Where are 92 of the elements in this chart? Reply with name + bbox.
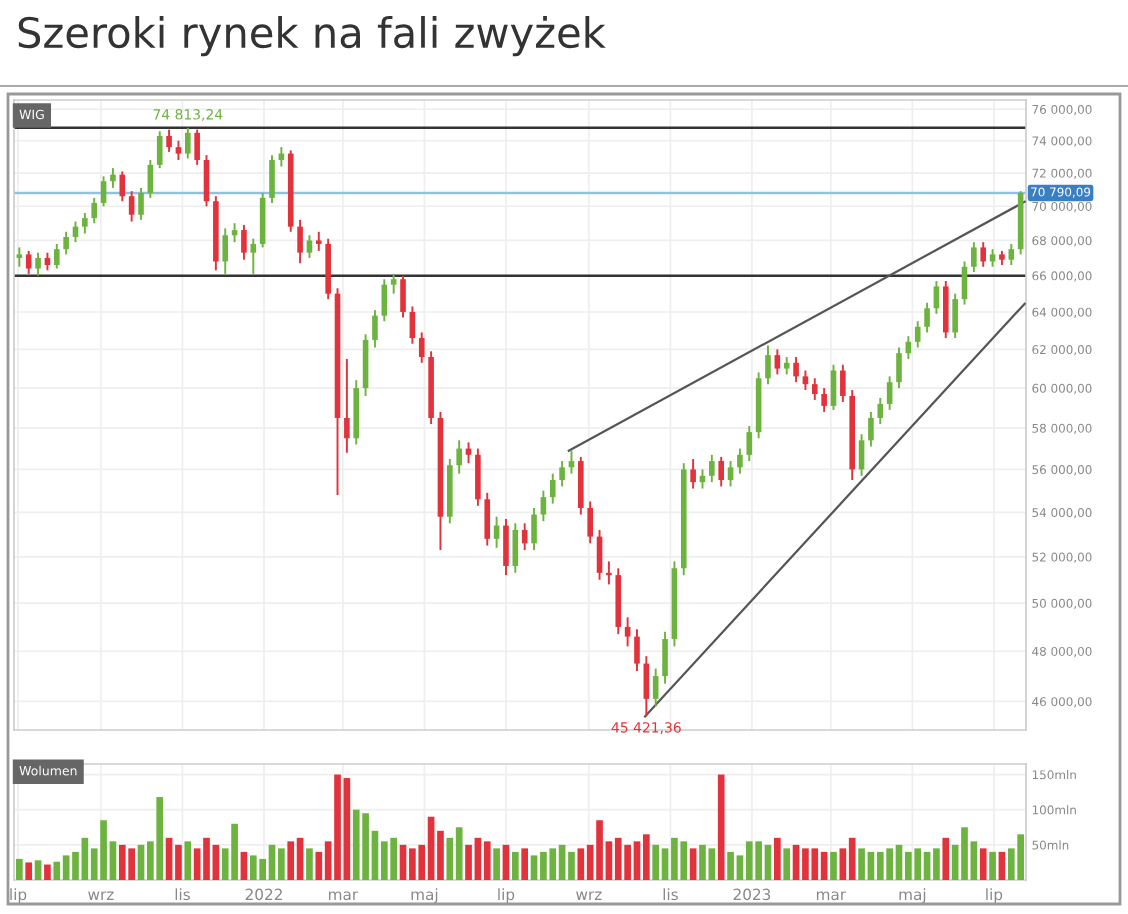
bar xyxy=(511,851,519,880)
candlestick xyxy=(35,251,41,277)
candlestick xyxy=(344,357,350,454)
bar xyxy=(689,848,697,880)
candlestick xyxy=(91,196,98,225)
candlestick xyxy=(578,455,584,516)
bar xyxy=(652,844,660,880)
candlestick xyxy=(184,126,191,160)
candlestick xyxy=(372,309,378,349)
candlestick xyxy=(1008,242,1015,266)
candlestick xyxy=(634,628,640,673)
candlestick xyxy=(606,560,612,586)
bar xyxy=(830,851,837,880)
candlestick xyxy=(587,500,593,545)
candlestick xyxy=(942,280,949,340)
candlestick xyxy=(128,190,135,223)
candlestick xyxy=(886,375,893,411)
candlestick xyxy=(269,154,275,204)
candlestick xyxy=(175,139,182,161)
candlestick xyxy=(503,517,509,577)
candlestick xyxy=(877,396,884,425)
candlestick xyxy=(297,218,303,265)
bar xyxy=(942,837,950,880)
candlestick xyxy=(222,227,229,275)
bar xyxy=(774,837,781,880)
bar xyxy=(979,848,987,880)
candlestick xyxy=(16,246,23,268)
candlestick xyxy=(765,344,771,386)
candlestick xyxy=(811,377,818,401)
candlestick xyxy=(774,348,781,376)
candlestick xyxy=(25,249,32,275)
bar xyxy=(483,841,491,880)
chart-title: Szeroki rynek na fali zwyżek xyxy=(18,16,606,57)
candlestick xyxy=(980,241,987,268)
bar xyxy=(521,848,529,880)
candlestick xyxy=(110,167,116,189)
candlestick xyxy=(652,667,659,708)
candlestick xyxy=(82,212,88,235)
bar xyxy=(34,860,42,880)
candlestick xyxy=(540,489,547,523)
candlestick xyxy=(821,387,827,413)
candlestick xyxy=(737,447,743,475)
bar xyxy=(848,837,856,880)
candlestick xyxy=(400,274,406,319)
candlestick xyxy=(709,453,715,484)
candlestick xyxy=(306,234,313,259)
candlestick xyxy=(718,455,724,488)
candlestick xyxy=(559,460,565,488)
bar xyxy=(717,774,725,880)
candlestick xyxy=(119,170,126,203)
candlestick xyxy=(896,346,902,390)
bar xyxy=(642,834,650,880)
candlestick xyxy=(914,320,921,349)
candlestick xyxy=(746,425,753,463)
candlestick xyxy=(484,491,491,547)
candlestick xyxy=(456,439,462,475)
bar xyxy=(287,841,295,880)
bar xyxy=(16,858,23,880)
candlestick xyxy=(802,369,809,392)
bar xyxy=(306,848,313,880)
candlestick xyxy=(156,130,163,170)
candlestick xyxy=(250,237,257,275)
candlestick xyxy=(924,301,930,334)
candlestick xyxy=(475,447,481,507)
candlestick xyxy=(793,356,799,384)
candlestick xyxy=(166,128,172,153)
candlestick xyxy=(549,472,556,505)
bar xyxy=(989,851,996,880)
candlestick xyxy=(971,241,977,274)
candlestick xyxy=(727,460,734,488)
candlestick xyxy=(662,630,668,685)
candlestick xyxy=(390,272,397,295)
candlestick xyxy=(53,242,60,270)
bar xyxy=(25,862,33,880)
bar xyxy=(783,848,791,880)
candlestick xyxy=(624,616,631,648)
bar xyxy=(44,864,51,880)
bar xyxy=(53,861,61,880)
candlestick xyxy=(840,363,846,403)
candlestick xyxy=(100,175,107,208)
candlestick xyxy=(418,331,425,364)
candlestick xyxy=(690,458,696,490)
candlestick xyxy=(316,230,322,252)
candlestick xyxy=(868,410,874,448)
candlestick xyxy=(952,292,958,340)
candlestick xyxy=(241,223,247,261)
candlestick xyxy=(63,230,69,256)
candlestick xyxy=(194,128,200,166)
candlestick xyxy=(138,186,144,221)
candlestick xyxy=(531,507,537,552)
bar xyxy=(493,848,500,880)
bar xyxy=(184,841,192,880)
